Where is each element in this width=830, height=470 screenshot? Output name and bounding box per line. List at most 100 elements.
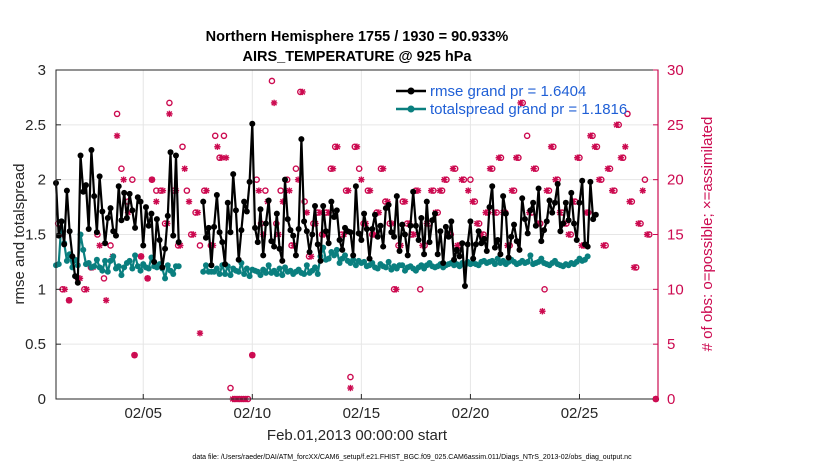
series-point-totalspread <box>137 267 144 274</box>
series-point-rmse <box>102 240 109 247</box>
obs-assimilated-stroke <box>334 143 341 150</box>
obs-assimilated-stroke <box>543 187 550 194</box>
obs-assimilated-marker <box>393 286 400 293</box>
y2-tick-label: 30 <box>667 62 684 79</box>
obs-assimilated-stroke <box>600 242 607 249</box>
series-point-rmse <box>230 171 237 178</box>
obs-assimilated-marker <box>508 187 516 194</box>
series-point-rmse <box>104 215 111 222</box>
obs-assimilated-stroke <box>618 154 624 161</box>
series-point-rmse <box>527 207 534 214</box>
series-point-totalspread <box>491 261 498 268</box>
obs-assimilated-marker <box>639 187 646 194</box>
obs-assimilated-marker <box>595 176 603 183</box>
series-point-rmse <box>93 229 100 236</box>
series-point-rmse <box>374 233 381 240</box>
series-point-rmse <box>162 245 169 252</box>
obs-assimilated-marker <box>587 132 594 139</box>
series-point-rmse <box>314 241 321 248</box>
chart-title: Northern Hemisphere 1755 / 1930 = 90.933… <box>206 29 509 45</box>
series-point-rmse <box>282 176 289 183</box>
series-point-rmse <box>371 211 378 218</box>
obs-assimilated-marker <box>96 242 103 249</box>
series-point-rmse <box>584 243 591 250</box>
series-point-rmse <box>232 207 239 214</box>
series-point-rmse <box>115 183 122 190</box>
series-point-totalspread <box>342 252 349 259</box>
obs-assimilated-marker <box>427 187 435 194</box>
obs-assimilated-stroke <box>548 143 555 150</box>
series-point-rmse <box>80 188 87 195</box>
series-point-rmse <box>508 233 515 240</box>
series-point-rmse <box>303 228 310 235</box>
series-point-totalspread <box>312 264 319 271</box>
obs-possible-marker <box>211 132 219 140</box>
obs-assimilated-stroke <box>402 198 408 205</box>
y2-tick-label: 0 <box>667 391 675 408</box>
series-point-rmse <box>156 236 163 243</box>
obs-possible-marker <box>166 99 173 107</box>
obs-assimilated-stroke <box>565 231 572 238</box>
obs-assimilated-marker <box>159 187 167 194</box>
obs-assimilated-marker <box>102 297 110 304</box>
series-point-rmse <box>415 236 422 243</box>
series-point-totalspread <box>107 257 114 264</box>
obs-possible-marker <box>467 176 474 183</box>
series-point-rmse <box>456 253 463 260</box>
obs-assimilated-stroke <box>66 297 72 304</box>
obs-possible-marker <box>220 132 228 140</box>
obs-assimilated-marker <box>144 275 151 282</box>
obs-assimilated-marker <box>366 187 374 194</box>
series-point-rmse <box>290 232 297 239</box>
series-point-rmse <box>393 193 400 200</box>
series-point-rmse <box>437 228 444 235</box>
obs-assimilated-stroke <box>299 89 306 95</box>
series-point-totalspread <box>222 270 229 277</box>
series-point-rmse <box>538 238 545 245</box>
series-point-rmse <box>366 255 373 262</box>
obs-assimilated-stroke <box>441 176 448 183</box>
series-point-rmse <box>511 221 518 228</box>
footnote: data file: /Users/raeder/DAI/ATM_forcXX/… <box>192 454 632 461</box>
series-point-rmse <box>451 256 458 263</box>
obs-assimilated-stroke <box>635 220 642 227</box>
obs-assimilated-stroke <box>166 110 173 117</box>
series-point-rmse <box>560 220 567 227</box>
obs-assimilated-marker <box>65 297 73 304</box>
series-point-rmse <box>355 230 362 237</box>
obs-assimilated-stroke <box>415 187 421 194</box>
series-point-rmse <box>453 246 460 253</box>
x-axis-label: Feb.01,2013 00:00:00 start <box>267 427 448 444</box>
series-point-rmse <box>464 241 471 248</box>
series-point-rmse <box>440 260 447 267</box>
series-point-rmse <box>541 227 548 234</box>
series-point-totalspread <box>303 262 310 269</box>
obs-assimilated-stroke <box>384 198 391 205</box>
obs-assimilated-stroke <box>114 132 120 139</box>
obs-assimilated-stroke <box>552 176 559 183</box>
obs-assimilated-marker <box>299 88 306 96</box>
obs-assimilated-stroke <box>367 187 373 194</box>
obs-assimilated-marker <box>83 286 90 293</box>
series-point-rmse <box>202 234 209 241</box>
obs-assimilated-marker <box>626 198 633 205</box>
obs-assimilated-stroke <box>622 143 629 150</box>
obs-assimilated-stroke <box>330 165 336 172</box>
series-point-rmse <box>579 177 586 184</box>
series-point-rmse <box>472 241 479 248</box>
series-point-rmse <box>306 249 313 256</box>
x-tick-label: 02/15 <box>343 405 381 422</box>
y-axis-label: rmse and totalspread <box>11 164 28 305</box>
obs-assimilated-marker <box>591 143 598 150</box>
obs-assimilated-marker <box>222 154 230 161</box>
obs-assimilated-marker <box>190 231 197 238</box>
series-point-rmse <box>565 217 572 224</box>
x-tick-label: 02/05 <box>124 405 162 422</box>
series-point-rmse <box>153 216 160 223</box>
series-point-rmse <box>134 194 141 201</box>
series-point-totalspread <box>129 265 136 272</box>
obs-assimilated-stroke <box>144 275 151 282</box>
obs-assimilated-stroke <box>181 165 188 172</box>
series-point-rmse <box>151 258 158 265</box>
